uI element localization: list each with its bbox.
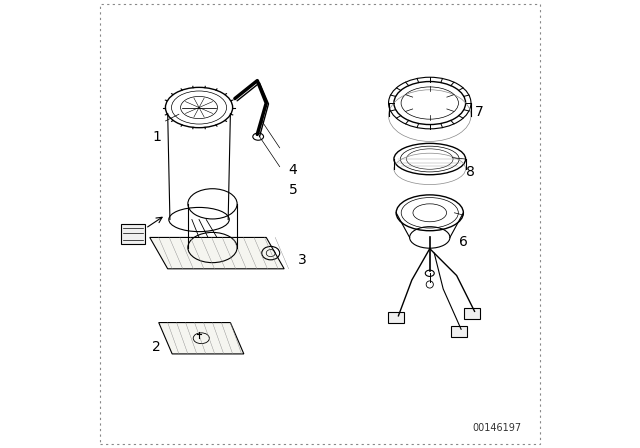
Text: 1: 1	[152, 129, 161, 144]
Polygon shape	[159, 323, 244, 354]
Text: 6: 6	[459, 235, 468, 249]
Text: 2: 2	[152, 340, 161, 354]
Text: 00146197: 00146197	[472, 423, 522, 433]
Text: 4: 4	[289, 163, 298, 177]
Polygon shape	[150, 237, 284, 269]
Bar	[451, 326, 467, 337]
Text: 8: 8	[466, 165, 474, 180]
Bar	[121, 224, 145, 244]
Text: 7: 7	[475, 105, 483, 119]
Text: 3: 3	[298, 253, 307, 267]
Bar	[464, 308, 481, 319]
Text: 5: 5	[289, 183, 298, 198]
Bar	[388, 312, 404, 323]
